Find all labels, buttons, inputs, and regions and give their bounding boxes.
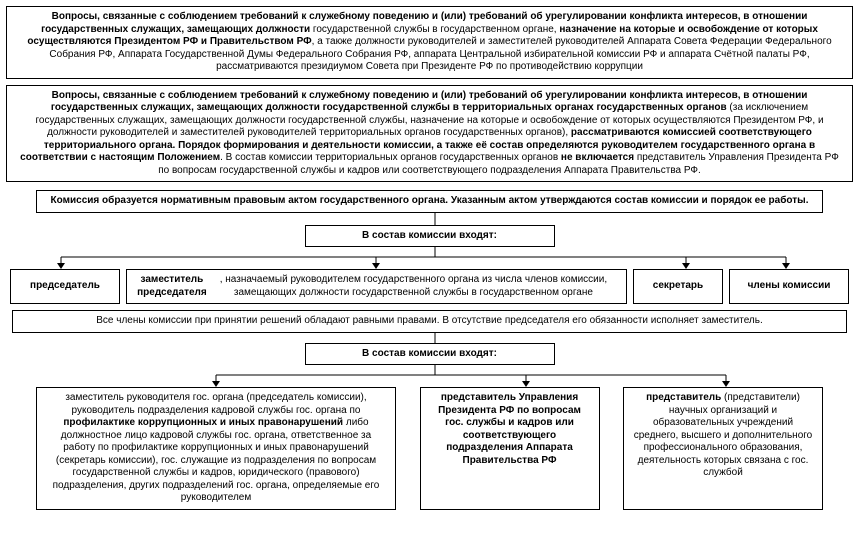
b3-text: Комиссия образуется нормативным правовым… [51,195,809,206]
top-block-1: Вопросы, связанные с соблюдением требова… [6,6,853,79]
member2-science-rep: представитель (представители) научных ор… [623,387,823,510]
composition-label-2: В состав комиссии входят: [305,343,555,366]
members-row-1: председатель заместитель председателя, н… [10,269,849,304]
m2c-rest: (представители) научных организаций и об… [634,392,813,478]
b2-plain2: . В состав комиссии территориальных орга… [220,152,561,163]
normative-act-block: Комиссия образуется нормативным правовым… [36,190,823,213]
m2b: представитель Управления Президента РФ п… [438,392,581,466]
comp-label2-text: В состав комиссии входят: [362,348,497,359]
member-members: члены комиссии [729,269,849,304]
member-secretary: секретарь [633,269,723,304]
equal-rights-block: Все члены комиссии при принятии решений … [12,310,847,333]
member-chairman: председатель [10,269,120,304]
b1-mid1: государственной службы в государственном… [313,24,559,35]
connector-box6-label2 [6,333,859,343]
member-deputy: заместитель председателя, назначаемый ру… [126,269,627,304]
m1a: председатель [30,280,100,293]
b2-bold1: Вопросы, связанные с соблюдением требова… [51,90,808,114]
m2c-bold: представитель [646,392,721,403]
m1b-rest: , назначаемый руководителем государствен… [209,274,618,299]
connector-label-members1 [6,247,859,269]
members-row-2: заместитель руководителя гос. органа (пр… [36,387,823,510]
b2-bold3: не включается [561,152,634,163]
connector-box3-label [6,213,859,225]
m2a-bold: профилактике коррупционных и иных правон… [63,417,343,428]
member2-president-rep: представитель Управления Президента РФ п… [420,387,600,510]
m1c: секретарь [653,280,703,293]
b6-text: Все члены комиссии при принятии решений … [96,315,763,326]
top-block-2: Вопросы, связанные с соблюдением требова… [6,85,853,183]
m2a-pre: заместитель руководителя гос. органа (пр… [65,392,366,416]
composition-label-1: В состав комиссии входят: [305,225,555,248]
m2a-post: либо должностное лицо кадровой службы го… [53,417,380,503]
m1b-bold: заместитель председателя [135,274,209,299]
comp-label-text: В состав комиссии входят: [362,230,497,241]
m1d: члены комиссии [748,280,831,293]
connector-label2-members2 [6,365,859,387]
member2-hr-deputy: заместитель руководителя гос. органа (пр… [36,387,396,510]
